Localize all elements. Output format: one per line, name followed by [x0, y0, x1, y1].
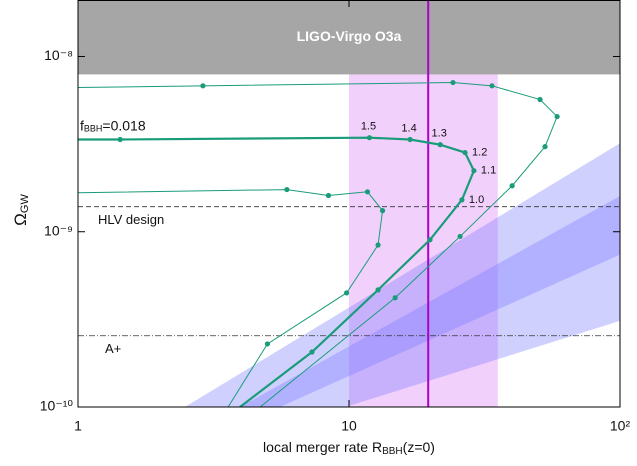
y-tick-label: 10⁻⁸ [44, 47, 73, 63]
curve-point [264, 341, 271, 347]
curve-point [392, 295, 398, 301]
curve-point [325, 192, 332, 199]
annotation-main: f [80, 117, 84, 133]
x-label-rest: (z=0) [403, 439, 435, 455]
curve-point [427, 237, 433, 243]
curve-point [284, 186, 290, 193]
curve-point [489, 83, 495, 89]
y-label-sub: GW [19, 194, 31, 214]
curve-point [375, 287, 381, 293]
annotation-rest: =0.018 [102, 117, 145, 133]
curve-point [459, 197, 465, 203]
point-label: 1.0 [469, 194, 484, 206]
y-axis-label: ΩGW [11, 194, 30, 226]
x-label-main: local merger rate R [263, 439, 382, 455]
x-label-sub: BBH [382, 446, 403, 457]
sensitivity-label: A+ [105, 341, 121, 356]
curve-point [379, 208, 386, 214]
curve-point [309, 349, 315, 355]
sensitivity-label: HLV design [98, 212, 164, 227]
curve-point [366, 135, 373, 141]
curve-point [375, 242, 381, 248]
point-label: 1.2 [472, 146, 487, 158]
plot-area [78, 0, 620, 407]
curve-point [471, 168, 477, 174]
point-label: 1.1 [481, 165, 496, 177]
exclusion-label: LIGO-Virgo O3a [297, 28, 402, 44]
curve-point [200, 83, 206, 89]
curve-point [117, 136, 123, 143]
annotation-sub: BBH [84, 124, 103, 134]
curve-point [407, 136, 413, 143]
model-curve [78, 136, 476, 407]
curve-point [437, 142, 443, 148]
curve-point [509, 183, 515, 189]
prediction-band [239, 195, 620, 407]
curve-point [457, 233, 463, 240]
point-label: 1.5 [361, 121, 376, 133]
curve-point [344, 290, 350, 296]
curve-point [364, 189, 371, 195]
x-axis-label: local merger rate RBBH(z=0) [263, 439, 435, 457]
curve-point [554, 113, 560, 120]
curve-annotation: fBBH=0.018 [80, 117, 146, 134]
curve-point [450, 79, 456, 86]
curve-point [462, 149, 468, 156]
curve-point [537, 96, 543, 103]
prediction-band [184, 143, 620, 407]
y-tick-label: 10⁻⁹ [44, 222, 73, 238]
point-label: 1.3 [432, 128, 447, 140]
x-tick-label: 1 [74, 418, 82, 434]
x-tick-label: 10² [610, 418, 631, 434]
exclusion-region [78, 0, 620, 75]
point-label: 1.4 [401, 122, 416, 134]
curve-point [542, 144, 548, 150]
x-tick-label: 10 [341, 418, 357, 434]
y-tick-label: 10⁻¹⁰ [40, 398, 74, 414]
y-label-main: Ω [11, 213, 30, 226]
